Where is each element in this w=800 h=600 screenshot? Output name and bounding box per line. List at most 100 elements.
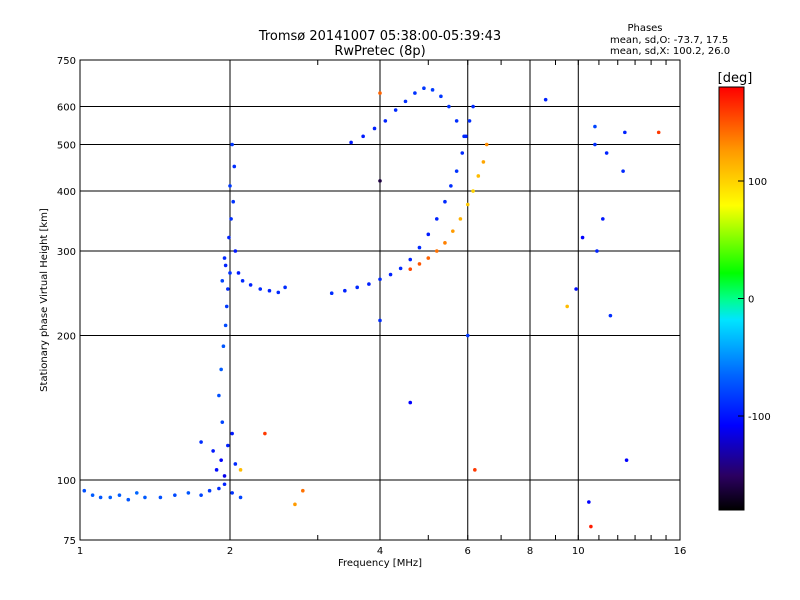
data-point — [238, 468, 243, 472]
phases-heading: Phases — [627, 23, 662, 34]
phases-box: Phases mean, sd,O: -73.7, 17.5 mean, sd,… — [610, 23, 730, 57]
data-point — [430, 88, 435, 92]
data-point — [229, 217, 233, 221]
x-tick-label: 6 — [465, 546, 471, 557]
data-point — [471, 189, 475, 193]
data-point — [230, 431, 234, 436]
axis-ticks: 1 2 4 6 8 10 16 75 100 200 300 400 500 600 750 — [57, 56, 686, 557]
data-point — [283, 285, 287, 290]
data-point — [383, 119, 388, 123]
data-point — [447, 104, 451, 109]
data-point — [451, 229, 455, 233]
data-point — [426, 256, 431, 260]
data-point — [443, 241, 447, 245]
data-point — [361, 134, 365, 139]
data-point — [233, 462, 238, 466]
data-point — [228, 184, 232, 188]
data-point — [417, 262, 422, 266]
data-point — [408, 400, 413, 405]
data-point — [454, 169, 459, 173]
data-point — [232, 164, 237, 169]
data-point — [604, 151, 609, 155]
data-point — [158, 495, 163, 500]
data-point — [276, 290, 281, 295]
data-point — [220, 279, 225, 283]
data-point — [462, 134, 466, 139]
colorbar-tick-label: -100 — [748, 412, 771, 423]
colorbar-tick-label: 0 — [748, 295, 754, 306]
data-point — [230, 142, 234, 147]
data-point — [608, 313, 613, 318]
data-point — [565, 304, 569, 309]
data-point — [481, 160, 486, 164]
data-point — [349, 140, 353, 145]
x-tick-label: 4 — [377, 546, 383, 557]
data-point — [240, 279, 245, 283]
data-point — [248, 283, 253, 287]
data-point — [126, 497, 131, 502]
grid-lines — [80, 60, 680, 540]
data-point — [623, 130, 627, 135]
data-point — [388, 272, 393, 277]
data-point — [587, 500, 591, 504]
data-point — [408, 267, 413, 271]
data-point — [426, 232, 431, 237]
data-point — [90, 493, 95, 497]
y-tick-label: 300 — [57, 247, 76, 258]
data-point — [422, 86, 426, 91]
y-tick-label: 750 — [57, 56, 76, 67]
data-point — [367, 282, 371, 286]
data-point — [601, 217, 605, 221]
data-point — [413, 91, 417, 95]
data-point — [108, 495, 113, 500]
phases-line-x: mean, sd,X: 100.2, 26.0 — [610, 46, 730, 57]
data-point — [222, 482, 227, 487]
data-point — [82, 488, 87, 493]
data-point — [476, 174, 481, 178]
data-point — [589, 524, 593, 529]
data-point — [217, 486, 221, 491]
data-point — [207, 488, 212, 493]
data-point — [656, 130, 661, 135]
data-point — [233, 249, 238, 253]
data-point — [443, 199, 447, 204]
data-point — [593, 124, 597, 129]
data-point — [98, 495, 103, 500]
data-point — [624, 458, 629, 462]
data-point — [403, 99, 408, 104]
data-point — [263, 431, 267, 436]
data-point — [355, 285, 359, 290]
y-tick-label: 200 — [57, 332, 76, 343]
data-point — [465, 333, 470, 338]
data-point — [329, 291, 334, 296]
x-tick-label: 8 — [527, 546, 533, 557]
data-point — [580, 235, 585, 240]
data-point — [301, 488, 305, 493]
data-point — [417, 245, 422, 250]
data-point — [226, 287, 230, 291]
data-point — [393, 108, 398, 112]
data-point — [223, 323, 228, 328]
data-point — [449, 184, 453, 188]
data-point — [219, 367, 223, 372]
data-point — [454, 119, 459, 123]
x-tick-label: 1 — [77, 546, 83, 557]
chart-subtitle: RwPretec (8p) — [334, 44, 425, 59]
data-points — [82, 86, 661, 529]
phases-line-o: mean, sd,O: -73.7, 17.5 — [610, 35, 728, 46]
data-point — [372, 126, 377, 131]
data-point — [221, 344, 226, 349]
colorbar-tick-label: 100 — [748, 177, 767, 188]
data-point — [378, 179, 382, 183]
data-point — [595, 249, 599, 253]
data-point — [224, 304, 229, 309]
y-tick-label: 100 — [57, 476, 76, 487]
data-point — [378, 318, 382, 323]
data-point — [236, 271, 241, 275]
data-point — [219, 458, 223, 462]
data-point — [434, 217, 439, 221]
colorbar-label: [deg] — [718, 71, 753, 86]
data-point — [621, 169, 625, 173]
data-point — [343, 288, 347, 293]
